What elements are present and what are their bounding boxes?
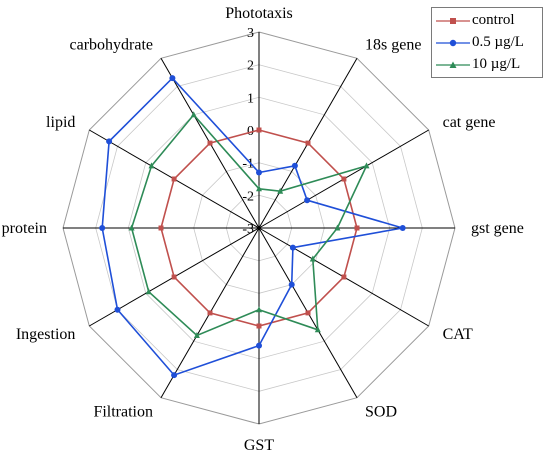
- tick-label: -3: [242, 222, 254, 237]
- legend-swatch-10: [436, 61, 470, 68]
- data-point: [207, 140, 213, 146]
- data-point: [341, 274, 347, 280]
- series: [99, 75, 406, 379]
- legend-label-control: control: [472, 12, 515, 28]
- data-point: [148, 162, 155, 169]
- legend-item-0-5: 0.5 µg/L: [432, 33, 542, 53]
- series-2: [128, 111, 370, 338]
- data-point: [169, 75, 176, 82]
- data-point: [256, 306, 262, 313]
- data-point: [288, 281, 295, 288]
- legend: control 0.5 µg/L 10 µg/L: [431, 7, 543, 78]
- axis-label: carbohydrate: [69, 36, 153, 53]
- legend-label-0-5: 0.5 µg/L: [472, 34, 524, 50]
- tick-label: 1: [247, 91, 254, 106]
- data-point: [171, 372, 178, 379]
- axis-label: SOD: [365, 404, 397, 421]
- data-point: [289, 244, 296, 251]
- axis-label: 18s gene: [365, 36, 421, 53]
- axis-label: CAT: [443, 326, 473, 343]
- tick-label: -1: [242, 157, 254, 172]
- axis-label: lipid: [46, 114, 75, 131]
- data-point: [99, 225, 106, 231]
- data-point: [277, 187, 284, 194]
- data-point: [193, 332, 200, 338]
- axis-label: protein: [2, 220, 47, 237]
- data-point: [190, 111, 197, 118]
- data-point: [256, 323, 262, 329]
- data-point: [363, 162, 370, 169]
- series-0: [158, 127, 360, 329]
- axis-label: Filtration: [93, 404, 153, 421]
- data-point: [207, 310, 213, 316]
- data-point: [128, 224, 135, 231]
- data-point: [305, 310, 311, 316]
- tick-label: 2: [247, 59, 254, 74]
- data-point: [341, 176, 347, 182]
- data-point: [314, 326, 321, 333]
- tick-label: 3: [247, 26, 254, 41]
- data-point: [171, 176, 177, 182]
- legend-item-10: 10 µg/L: [432, 55, 542, 75]
- data-point: [305, 140, 311, 146]
- data-point: [334, 224, 341, 231]
- data-point: [171, 274, 177, 280]
- legend-swatch-control: [436, 18, 470, 24]
- series-1: [99, 75, 406, 379]
- tick-label: -2: [242, 189, 254, 204]
- data-point: [256, 342, 262, 349]
- data-point: [309, 255, 316, 262]
- axis-label: cat gene: [443, 114, 496, 131]
- grid: [62, 31, 456, 425]
- data-point: [106, 138, 113, 145]
- axis-labels: Phototaxis 18s gene cat gene gst gene CAT SOD…: [2, 5, 524, 450]
- data-point: [145, 288, 152, 295]
- data-point: [291, 162, 298, 169]
- axis-label: Phototaxis: [225, 5, 293, 22]
- axis-label: Ingestion: [16, 326, 76, 343]
- data-point: [256, 169, 262, 176]
- axis-label: gst gene: [471, 220, 524, 237]
- axis-label: GST: [244, 437, 274, 450]
- data-point: [114, 306, 121, 313]
- data-point: [354, 225, 360, 231]
- legend-swatch-0-5: [436, 39, 470, 47]
- data-point: [304, 197, 311, 204]
- data-point: [256, 185, 262, 192]
- legend-label-10: 10 µg/L: [472, 56, 521, 72]
- legend-item-control: control: [432, 11, 542, 31]
- data-point: [399, 225, 406, 231]
- data-point: [158, 225, 164, 231]
- data-point: [256, 127, 262, 133]
